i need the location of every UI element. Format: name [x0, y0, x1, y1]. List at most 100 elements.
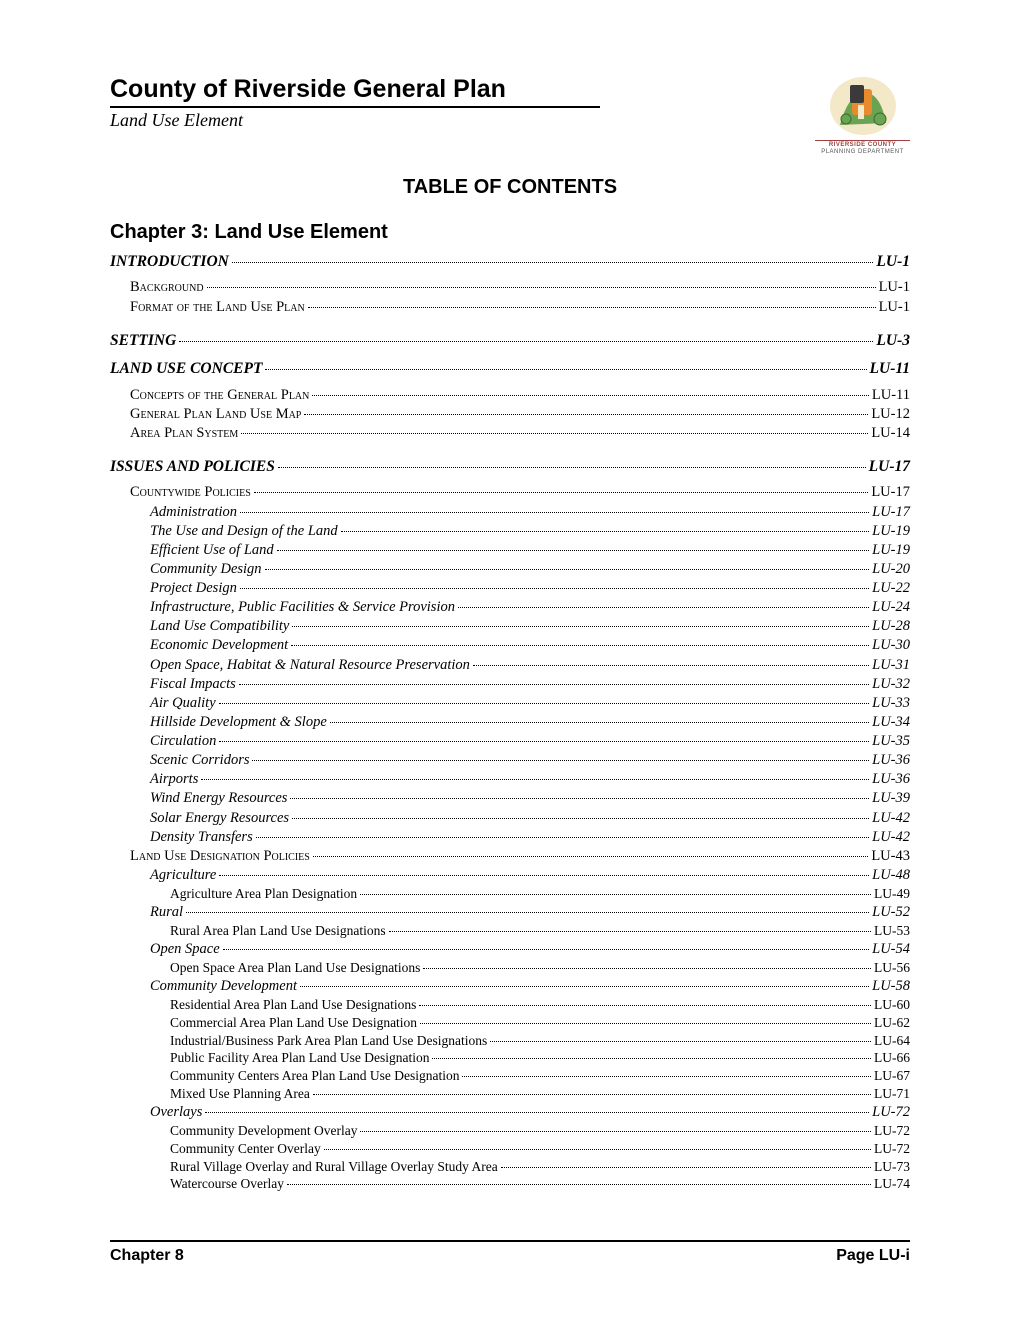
- toc-entry-page: LU-28: [872, 617, 910, 636]
- toc-entry-label: Land Use Designation Policies: [130, 847, 310, 866]
- toc-entry-page: LU-1: [879, 298, 910, 317]
- toc-entry: Rural Area Plan Land Use DesignationsLU-…: [170, 922, 910, 940]
- toc-leader: [291, 645, 869, 646]
- toc-entry-label: Industrial/Business Park Area Plan Land …: [170, 1032, 487, 1050]
- toc-leader: [223, 949, 869, 950]
- toc-leader: [205, 1112, 869, 1113]
- toc-entry: Industrial/Business Park Area Plan Land …: [170, 1032, 910, 1050]
- toc-entry: Background LU-1: [130, 278, 910, 297]
- toc-leader: [186, 912, 869, 913]
- toc-leader: [201, 779, 869, 780]
- toc-entry-page: LU-54: [872, 940, 910, 959]
- toc-entry-page: LU-67: [874, 1067, 910, 1085]
- toc-entry-page: LU-19: [872, 541, 910, 560]
- toc-entry-label: Density Transfers: [150, 828, 253, 847]
- toc-entry: Concepts of the General Plan LU-11: [130, 386, 910, 405]
- toc-entry-label: Administration: [150, 503, 237, 522]
- toc-entry-page: LU-24: [872, 598, 910, 617]
- toc-entry: Open Space, Habitat & Natural Resource P…: [150, 656, 910, 675]
- chapter-title: Chapter 3: Land Use Element: [110, 221, 910, 244]
- toc-entry-label: Format of the Land Use Plan: [130, 298, 305, 317]
- toc-leader: [312, 395, 869, 396]
- toc-leader: [254, 492, 869, 493]
- toc-leader: [432, 1058, 871, 1059]
- toc-entry: Project Design LU-22: [150, 579, 910, 598]
- toc-entry: Air Quality LU-33: [150, 694, 910, 713]
- toc-entry: General Plan Land Use MapLU-12: [130, 405, 910, 424]
- toc-entry: Community Development LU-58: [150, 977, 910, 996]
- toc-entry: Open Space LU-54: [150, 940, 910, 959]
- toc-title: TABLE OF CONTENTS: [110, 176, 910, 199]
- toc-entry-page: LU-17: [872, 503, 910, 522]
- toc-entry-label: Solar Energy Resources: [150, 809, 289, 828]
- toc-entry-label: Scenic Corridors: [150, 751, 249, 770]
- toc-leader: [458, 607, 869, 608]
- toc-leader: [313, 856, 868, 857]
- toc-leader: [219, 703, 869, 704]
- toc-entry-page: LU-73: [874, 1158, 910, 1176]
- toc-entry-label: Concepts of the General Plan: [130, 386, 309, 405]
- toc-entry-page: LU-1: [879, 278, 910, 297]
- toc-entry-label: Overlays: [150, 1103, 202, 1122]
- toc-leader: [252, 760, 869, 761]
- toc-entry-label: Air Quality: [150, 694, 216, 713]
- toc-entry: ISSUES AND POLICIESLU-17: [110, 457, 910, 477]
- toc-entry: SETTINGLU-3: [110, 331, 910, 351]
- toc-entry-label: Background: [130, 278, 204, 297]
- toc-entry: Public Facility Area Plan Land Use Desig…: [170, 1049, 910, 1067]
- toc-entry-label: Rural: [150, 903, 183, 922]
- toc-entry-page: LU-35: [872, 732, 910, 751]
- toc-leader: [501, 1167, 871, 1168]
- toc-leader: [277, 550, 869, 551]
- toc-entry: Rural Village Overlay and Rural Village …: [170, 1158, 910, 1176]
- toc-entry-label: Mixed Use Planning Area: [170, 1085, 310, 1103]
- toc-leader: [278, 467, 866, 468]
- toc-entry-page: LU-32: [872, 675, 910, 694]
- toc-leader: [240, 512, 869, 513]
- toc-entry: Solar Energy Resources LU-42: [150, 809, 910, 828]
- toc-leader: [313, 1094, 871, 1095]
- footer-right: Page LU-i: [836, 1247, 910, 1265]
- toc-entry: Circulation LU-35: [150, 732, 910, 751]
- toc-entry-label: Community Design: [150, 560, 262, 579]
- toc-entry-label: Open Space Area Plan Land Use Designatio…: [170, 959, 420, 977]
- toc-leader: [360, 894, 871, 895]
- toc-entry-page: LU-34: [872, 713, 910, 732]
- toc-entry-page: LU-22: [872, 579, 910, 598]
- page-footer: Chapter 8 Page LU-i: [110, 1240, 910, 1265]
- toc-list: INTRODUCTIONLU-1BackgroundLU-1Format of …: [110, 252, 910, 1193]
- toc-entry: Community Design LU-20: [150, 560, 910, 579]
- department-logo: RIVERSIDE COUNTY PLANNING DEPARTMENT: [815, 75, 910, 156]
- toc-entry-page: LU-43: [871, 847, 910, 866]
- toc-entry-label: Efficient Use of Land: [150, 541, 274, 560]
- toc-entry-label: Countywide Policies: [130, 483, 251, 502]
- toc-entry: The Use and Design of the Land LU-19: [150, 522, 910, 541]
- toc-entry-page: LU-39: [872, 789, 910, 808]
- toc-entry-label: The Use and Design of the Land: [150, 522, 338, 541]
- toc-entry-page: LU-30: [872, 636, 910, 655]
- toc-leader: [423, 968, 871, 969]
- toc-leader: [287, 1184, 871, 1185]
- toc-entry-page: LU-14: [871, 424, 910, 443]
- toc-entry-label: Infrastructure, Public Facilities & Serv…: [150, 598, 455, 617]
- toc-entry: Countywide PoliciesLU-17: [130, 483, 910, 502]
- toc-entry: Commercial Area Plan Land Use Designatio…: [170, 1014, 910, 1032]
- toc-leader: [256, 837, 869, 838]
- toc-entry-page: LU-11: [872, 386, 910, 405]
- toc-entry-page: LU-58: [872, 977, 910, 996]
- toc-entry-page: LU-20: [872, 560, 910, 579]
- toc-entry-page: LU-56: [874, 959, 910, 977]
- toc-entry-label: General Plan Land Use Map: [130, 405, 301, 424]
- toc-entry-page: LU-17: [869, 457, 910, 477]
- toc-leader: [239, 684, 869, 685]
- toc-leader: [179, 341, 873, 342]
- toc-leader: [240, 588, 869, 589]
- toc-entry: Community Center OverlayLU-72: [170, 1140, 910, 1158]
- toc-entry-page: LU-42: [872, 828, 910, 847]
- header-subtitle: Land Use Element: [110, 110, 910, 131]
- toc-entry-label: Watercourse Overlay: [170, 1175, 284, 1193]
- toc-leader: [473, 665, 869, 666]
- toc-entry-label: Community Center Overlay: [170, 1140, 321, 1158]
- toc-entry: Rural LU-52: [150, 903, 910, 922]
- toc-leader: [419, 1005, 871, 1006]
